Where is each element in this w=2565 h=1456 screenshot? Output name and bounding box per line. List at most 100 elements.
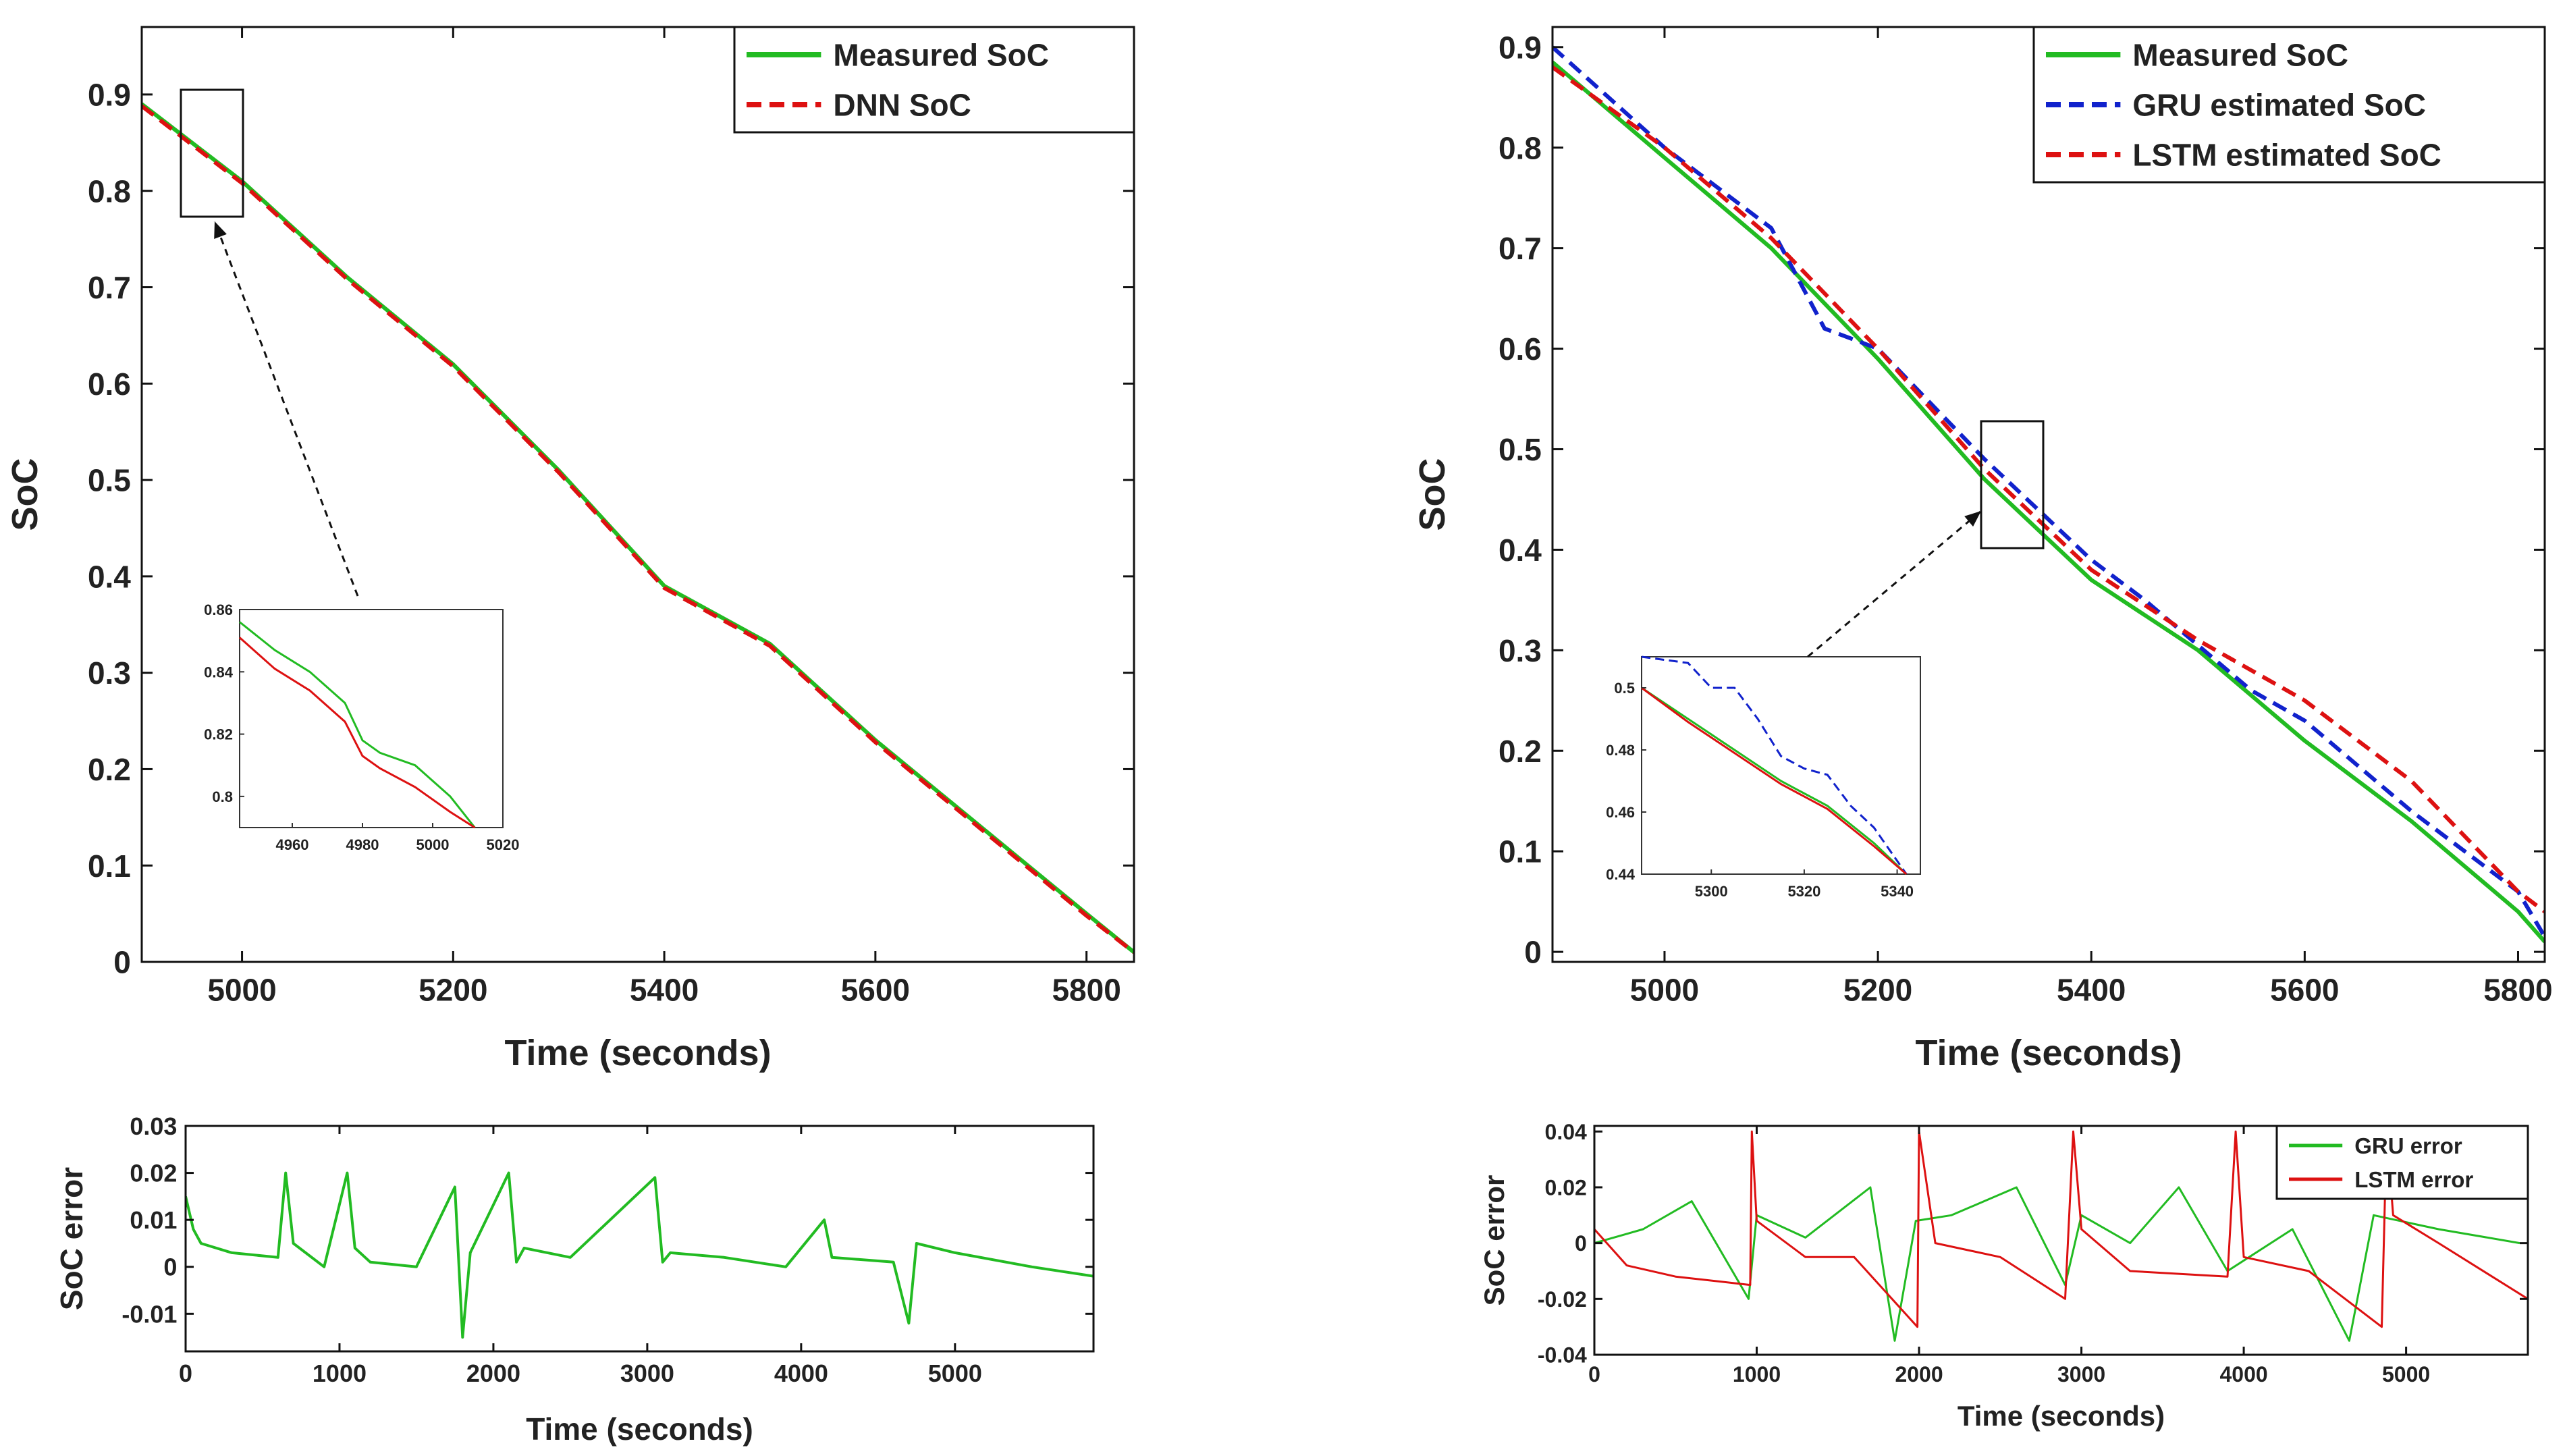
series-group — [1552, 45, 2545, 944]
inset-y-tick-label: 0.5 — [1614, 680, 1635, 697]
plot-area — [186, 1126, 1094, 1351]
y-tick-label: 0 — [1524, 935, 1542, 970]
inset-x-tick-label: 5320 — [1787, 883, 1820, 900]
legend-label-1: GRU estimated SoC — [2132, 88, 2426, 123]
x-tick-label: 5000 — [2382, 1362, 2430, 1386]
x-tick-label: 1000 — [313, 1359, 367, 1387]
series-line-gru-estimated-soc — [1552, 45, 2545, 938]
y-tick-label: 0.4 — [88, 559, 131, 594]
inset-x-tick-label: 5020 — [487, 836, 520, 853]
y-tick-label: 0.04 — [1545, 1120, 1587, 1144]
inset-y-tick-label: 0.8 — [212, 788, 233, 805]
axes-box — [1593, 1125, 2529, 1356]
y-tick-label: 0.02 — [1545, 1175, 1587, 1199]
zoom-arrow-line — [213, 221, 359, 597]
y-axis-label: SoC — [1412, 458, 1453, 531]
zoom-arrow-head — [214, 221, 227, 239]
axes-box — [184, 1125, 1095, 1353]
y-tick-label: 0.9 — [88, 78, 131, 113]
x-tick-label: 5400 — [2057, 973, 2126, 1008]
legend-label-1: DNN SoC — [833, 88, 971, 123]
y-tick-label: 0.8 — [1498, 130, 1542, 165]
y-tick-label: 0.2 — [1498, 734, 1542, 769]
y-tick-label: 0.1 — [1498, 834, 1542, 869]
series-line-measured-soc — [1552, 60, 2545, 944]
y-tick-label: 0 — [113, 945, 131, 980]
legend-label-0: Measured SoC — [2132, 38, 2348, 73]
x-axis-label: Time (seconds) — [504, 1033, 771, 1073]
x-tick-label: 5600 — [2270, 973, 2339, 1008]
y-tick-label: 0.6 — [1498, 331, 1542, 367]
legend-label-1: LSTM error — [2354, 1167, 2473, 1192]
x-tick-label: 4000 — [2219, 1362, 2267, 1386]
inset-x-tick-label: 4980 — [346, 836, 379, 853]
inset-series-line-1 — [1641, 655, 1908, 875]
y-axis-label: SoC — [5, 458, 45, 531]
legend-label-0: GRU error — [2354, 1133, 2462, 1158]
y-tick-label: 0.2 — [88, 752, 131, 787]
inset-x-tick-label: 4960 — [276, 836, 309, 853]
x-tick-label: 5600 — [841, 973, 910, 1008]
y-tick-label: 0 — [1575, 1231, 1587, 1256]
y-axis-label: SoC error — [54, 1167, 89, 1310]
zoom-arrow-line — [1807, 510, 1982, 658]
legend-label-0: Measured SoC — [833, 38, 1049, 73]
x-tick-label: 4000 — [774, 1359, 828, 1387]
x-tick-label: 1000 — [1733, 1362, 1781, 1386]
x-tick-label: 5800 — [1052, 973, 1120, 1008]
series-line-lstm-estimated-soc — [1552, 65, 2545, 913]
inset-y-tick-label: 0.44 — [1606, 866, 1636, 883]
x-tick-label: 5200 — [418, 973, 487, 1008]
x-tick-label: 5000 — [928, 1359, 982, 1387]
legend-box — [2275, 1125, 2529, 1200]
y-tick-label: 0.01 — [130, 1206, 177, 1234]
zoom-region-box — [180, 88, 244, 218]
y-tick-label: -0.04 — [1538, 1343, 1587, 1368]
series-group — [142, 102, 1134, 954]
inset-x-tick-label: 5340 — [1881, 883, 1914, 900]
right-main-chart: 5000 5200 5400 5600 5800 0 0.1 0.2 0.3 0.4 0.5 0.6 0… — [1412, 26, 2553, 1073]
x-tick-label: 5200 — [1843, 973, 1912, 1008]
y-tick-label: 0.1 — [88, 848, 131, 884]
x-tick-label: 0 — [179, 1359, 192, 1387]
zoom-arrow-head — [1964, 511, 1981, 527]
y-tick-label: 0.8 — [88, 173, 131, 209]
x-tick-label: 0 — [1588, 1362, 1600, 1386]
x-axis-label: Time (seconds) — [1915, 1033, 2182, 1073]
series-line-lstm-error — [1594, 1130, 2528, 1328]
y-tick-label: -0.02 — [1538, 1287, 1587, 1312]
inset-y-tick-label: 0.84 — [204, 664, 234, 680]
x-tick-label: 3000 — [620, 1359, 674, 1387]
inset-x-tick-label: 5300 — [1695, 883, 1728, 900]
inset-axes-box — [239, 609, 504, 828]
x-tick-label: 3000 — [2057, 1362, 2105, 1386]
zoom-region-box — [1980, 420, 2045, 549]
y-tick-label: 0.9 — [1498, 30, 1542, 65]
inset-series-line-1 — [239, 637, 476, 829]
right-error-chart: 0 1000 2000 3000 4000 5000 -0.04 -0.02 0 0.02 0.04… — [1478, 1120, 2529, 1432]
inset-series-line-0 — [239, 621, 476, 828]
x-axis-label: Time (seconds) — [526, 1411, 753, 1447]
y-tick-label: 0.03 — [130, 1112, 177, 1140]
inset-y-tick-label: 0.82 — [204, 726, 233, 743]
y-tick-label: 0.3 — [1498, 633, 1542, 668]
x-tick-label: 2000 — [466, 1359, 520, 1387]
x-tick-label: 5000 — [1630, 973, 1699, 1008]
inset-series-line-2 — [1641, 686, 1908, 875]
y-tick-label: 0.3 — [88, 655, 131, 691]
inset-series-line-0 — [1641, 686, 1908, 875]
y-tick-label: 0.7 — [88, 270, 131, 305]
x-tick-label: 2000 — [1895, 1362, 1943, 1386]
x-tick-label: 5800 — [2483, 973, 2552, 1008]
y-tick-label: 0.7 — [1498, 231, 1542, 266]
series-line-dnn-error — [186, 1171, 1094, 1339]
axes-box — [140, 26, 1135, 963]
y-tick-label: -0.01 — [122, 1300, 177, 1328]
series-group — [1594, 1130, 2528, 1342]
x-tick-label: 5000 — [207, 973, 276, 1008]
inset-y-tick-label: 0.46 — [1606, 804, 1635, 821]
inset-y-tick-label: 0.86 — [204, 601, 233, 618]
left-error-chart: 0 1000 2000 3000 4000 5000 -0.01 0 0.01 0.02 0.03 T… — [54, 1112, 1095, 1447]
left-main-chart: 5000 5200 5400 5600 5800 0 0.1 0.2 0.3 0.4 0.5 0.6 0… — [5, 26, 1135, 1073]
